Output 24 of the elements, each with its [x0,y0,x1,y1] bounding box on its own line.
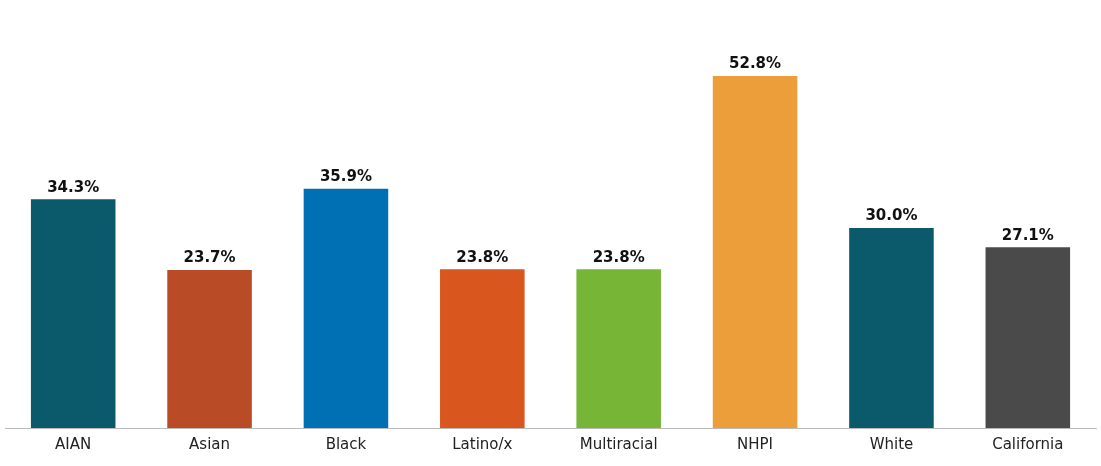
data-label: 52.8% [729,54,782,73]
x-tick-label: Black [325,434,367,453]
bar [576,269,661,428]
bar [849,228,934,428]
data-label: 23.8% [592,247,645,266]
x-tick-label: White [869,434,914,453]
x-tick-label: Multiracial [579,434,658,453]
data-label: 27.1% [1001,225,1054,244]
bar [30,199,116,428]
x-tick-label: California [992,434,1064,453]
data-label: 23.8% [456,247,509,266]
bar [167,270,252,428]
x-tick-label: NHPI [737,434,774,453]
data-label: 34.3% [47,177,100,196]
data-label: 35.9% [319,167,372,186]
bar [303,188,389,428]
bar [712,76,798,428]
bar [440,269,525,428]
x-tick-label: Asian [189,434,231,453]
data-label: 30.0% [865,206,918,225]
x-tick-label: Latino/x [452,434,513,453]
bar [985,247,1071,428]
data-label: 23.7% [183,248,236,267]
x-tick-label: AIAN [55,434,92,453]
